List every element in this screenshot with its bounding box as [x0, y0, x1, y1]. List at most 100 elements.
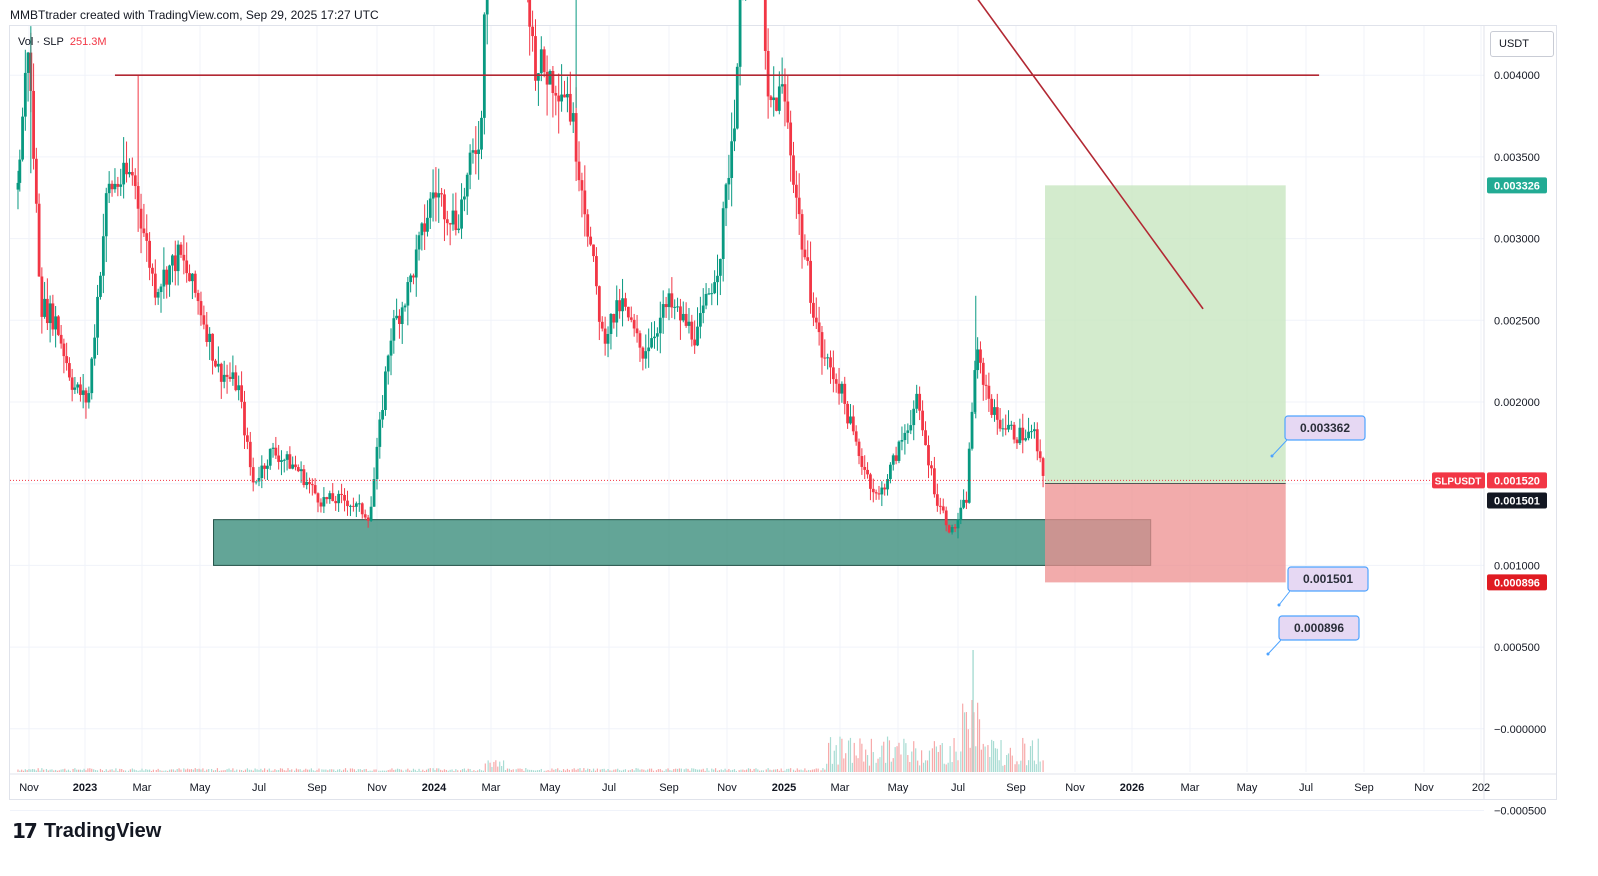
volume-bar [109, 769, 111, 772]
volume-bar [601, 768, 603, 772]
candle-body [299, 469, 303, 472]
y-tick-label: 0.001000 [1494, 560, 1540, 572]
candle-body [814, 317, 818, 323]
candle-body [448, 223, 452, 225]
volume-bar [281, 768, 283, 772]
candle-body [375, 446, 379, 480]
candle-body [34, 158, 38, 204]
currency-selector[interactable]: USDT [1490, 31, 1554, 57]
volume-bar [363, 769, 365, 772]
volume-bar [733, 769, 736, 772]
volume-bar [702, 768, 704, 772]
volume-bar [624, 769, 627, 772]
candle-body [205, 324, 209, 342]
candle-body [222, 374, 226, 382]
candle-body [354, 503, 358, 507]
volume-bar [274, 769, 276, 772]
candle-body [465, 174, 469, 197]
candle-body [886, 479, 889, 490]
volume-bar [268, 768, 270, 772]
volume-bar [76, 769, 78, 772]
volume-bar [962, 703, 964, 772]
volume-bar [204, 770, 206, 772]
candle-body [280, 460, 283, 462]
candle-body [551, 70, 555, 94]
candle-body [99, 275, 102, 297]
volume-bar [984, 746, 986, 772]
volume-bar [378, 770, 380, 772]
volume-bar [894, 747, 896, 772]
volume-bar [559, 770, 561, 772]
volume-bar [545, 770, 547, 772]
volume-bar [407, 768, 409, 772]
candle-body [417, 235, 421, 250]
callout-label: 0.001501 [1303, 572, 1353, 586]
volume-bar [96, 770, 99, 772]
x-tick-label: Jul [252, 782, 266, 794]
volume-bar [276, 770, 278, 772]
volume-bar [746, 769, 748, 772]
candle-body [107, 183, 111, 194]
candle-body [956, 519, 960, 529]
volume-bar [800, 769, 802, 772]
volume-bar [935, 746, 937, 772]
candle-body [854, 431, 858, 442]
volume-bar [659, 768, 661, 772]
volume-bar [359, 769, 361, 772]
volume-bar [308, 769, 311, 772]
volume-bar [583, 768, 585, 772]
volume-bar [551, 768, 553, 772]
symbol-label: SLPUSDT [1435, 476, 1482, 487]
volume-bar [412, 768, 415, 772]
volume-bar [329, 769, 331, 772]
volume-bar [30, 769, 32, 772]
volume-bar [512, 769, 514, 772]
volume-bar [900, 754, 902, 772]
candle-body [871, 488, 875, 493]
volume-bar [637, 768, 639, 772]
volume-bar [808, 769, 810, 772]
candle-body [84, 390, 88, 403]
candle-body [243, 401, 246, 436]
volume-bar [170, 769, 173, 772]
candle-body [970, 411, 974, 449]
candle-body [612, 313, 616, 323]
volume-bar [579, 768, 581, 772]
candle-body [786, 101, 790, 123]
volume-bar [519, 768, 521, 772]
candle-body [589, 236, 593, 245]
volume-bar [26, 770, 28, 772]
volume-bar [720, 769, 722, 772]
volume-bar [691, 768, 693, 772]
x-tick-label: Jul [1299, 782, 1313, 794]
volume-bar [465, 770, 467, 772]
volume-bar [301, 770, 303, 772]
candle-body [941, 506, 945, 511]
volume-bar [283, 770, 285, 772]
candle-body [1021, 427, 1025, 441]
volume-bar [755, 768, 757, 772]
tradingview-logo[interactable]: 17 TradingView [12, 818, 161, 844]
candle-body [979, 349, 982, 363]
candle-body [803, 249, 807, 258]
volume-bar [820, 770, 822, 772]
volume-bar [449, 769, 451, 772]
volume-bar [149, 769, 151, 772]
volume-bar [340, 770, 343, 772]
price-label-bg [1487, 492, 1547, 509]
candle-body [37, 203, 41, 277]
volume-bar [716, 770, 719, 772]
volume-bar [671, 770, 673, 772]
volume-bar [866, 755, 869, 772]
candle-body [257, 478, 261, 482]
volume-bar [769, 769, 771, 772]
candle-body [443, 194, 446, 220]
volume-bar [773, 769, 775, 772]
candle-body [900, 440, 904, 442]
candle-body [568, 93, 572, 122]
volume-bar [939, 744, 941, 772]
price-label-bg [1487, 472, 1547, 489]
candle-body [190, 273, 194, 282]
callout-anchor [1270, 454, 1274, 458]
